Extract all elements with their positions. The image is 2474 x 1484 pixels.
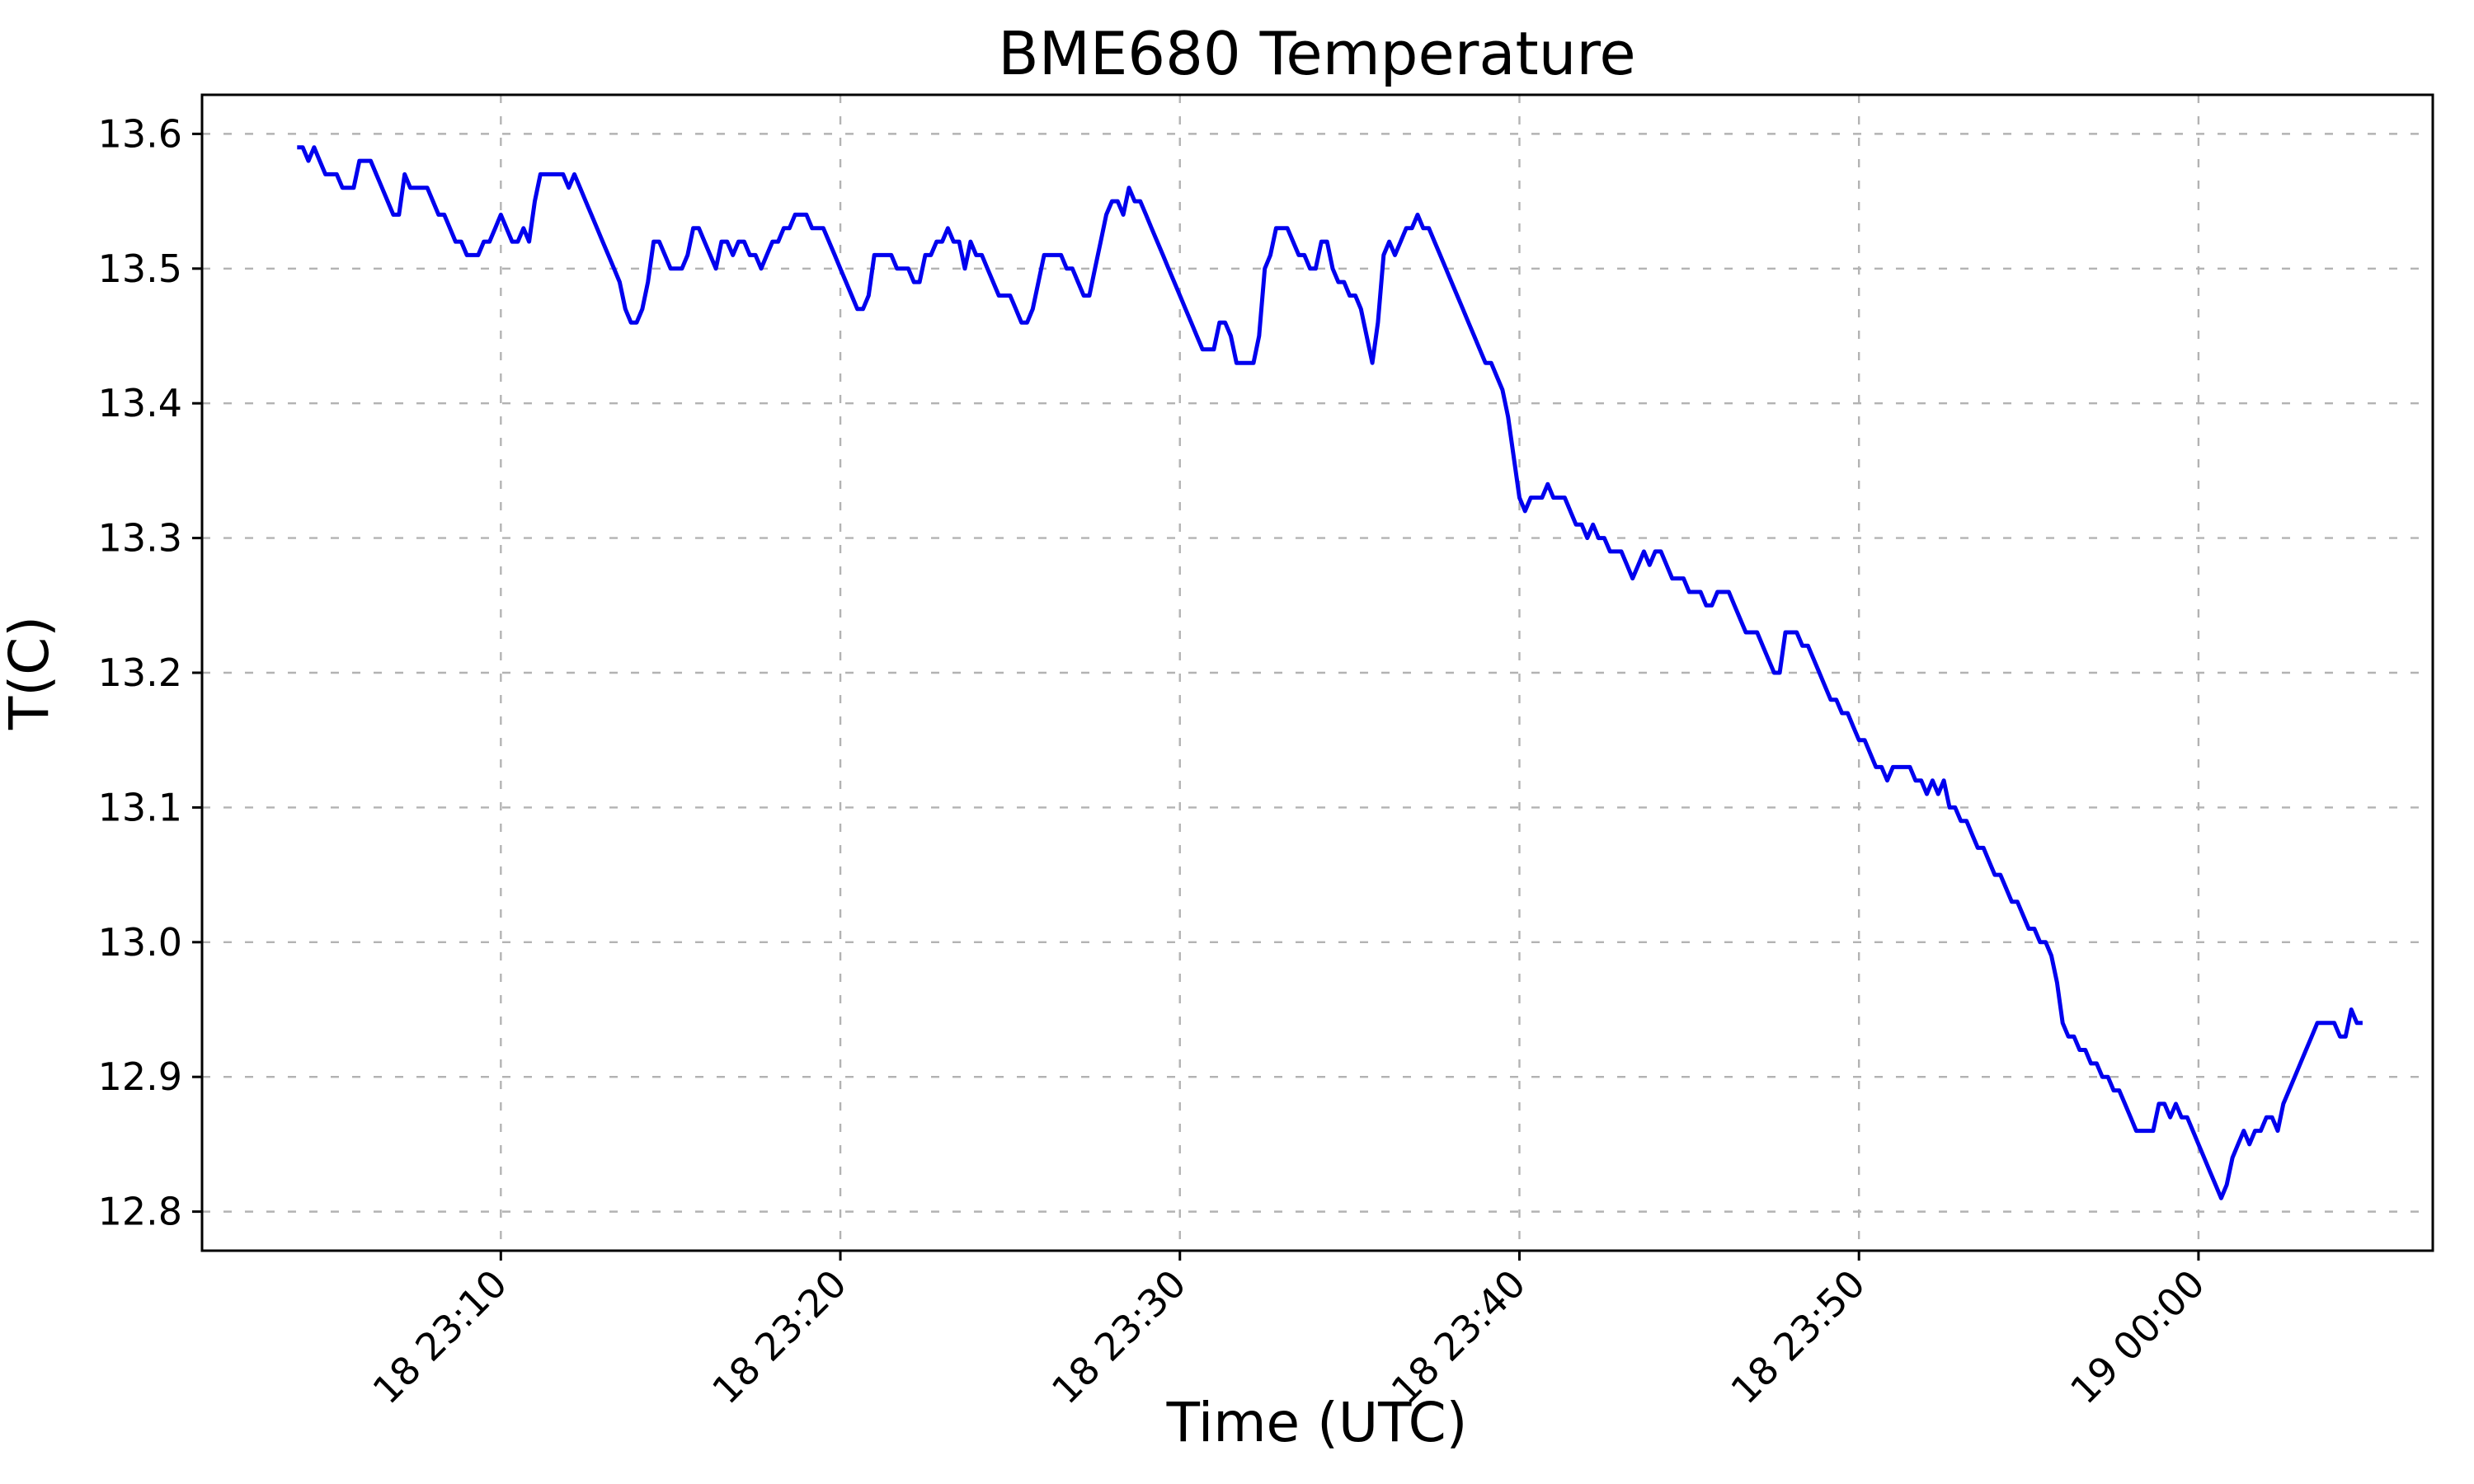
tick-labels: 12.8 12.9 13.0 13.1 13.2 13.3 13.4 13.5 13.6 18 2… bbox=[98, 111, 2213, 1412]
y-tick-label: 13.4 bbox=[98, 381, 182, 425]
temperature-series-line bbox=[297, 145, 2363, 1200]
y-axis-label: T(C) bbox=[0, 616, 61, 730]
x-tick-label: 18 23:50 bbox=[1722, 1261, 1874, 1413]
y-tick-label: 13.1 bbox=[98, 785, 182, 829]
x-tick-label: 18 23:20 bbox=[703, 1261, 855, 1413]
plot-title: BME680 Temperature bbox=[998, 19, 1635, 88]
x-tick-label: 19 00:00 bbox=[2062, 1261, 2213, 1413]
y-tick-label: 12.9 bbox=[98, 1054, 182, 1099]
y-tick-label: 13.6 bbox=[98, 111, 182, 156]
y-tick-label: 12.8 bbox=[98, 1190, 182, 1234]
y-tick-label: 13.5 bbox=[98, 247, 182, 291]
y-tick-label: 13.0 bbox=[98, 920, 182, 965]
x-tick-label: 18 23:40 bbox=[1383, 1261, 1535, 1413]
y-tick-label: 13.3 bbox=[98, 516, 182, 561]
axis-ticks bbox=[192, 132, 2200, 1261]
x-tick-label: 18 23:30 bbox=[1043, 1261, 1195, 1413]
x-tick-label: 18 23:10 bbox=[364, 1261, 515, 1413]
plot-border bbox=[200, 93, 2434, 1252]
y-tick-label: 13.2 bbox=[98, 650, 182, 695]
x-axis-label: Time (UTC) bbox=[1166, 1391, 1468, 1454]
